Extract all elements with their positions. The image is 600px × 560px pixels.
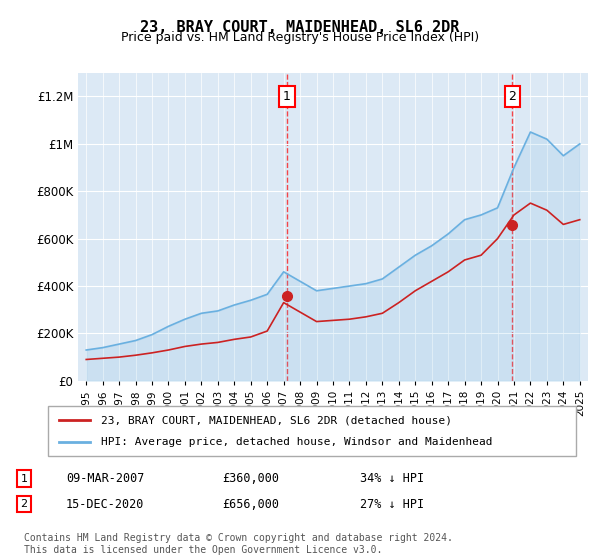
Text: 2: 2 xyxy=(20,499,28,509)
Text: 09-MAR-2007: 09-MAR-2007 xyxy=(66,472,145,486)
Text: 27% ↓ HPI: 27% ↓ HPI xyxy=(360,497,424,511)
Text: 1: 1 xyxy=(283,90,291,103)
Text: 2: 2 xyxy=(508,90,516,103)
Text: Price paid vs. HM Land Registry's House Price Index (HPI): Price paid vs. HM Land Registry's House … xyxy=(121,31,479,44)
FancyBboxPatch shape xyxy=(48,406,576,456)
Text: 15-DEC-2020: 15-DEC-2020 xyxy=(66,497,145,511)
Text: 34% ↓ HPI: 34% ↓ HPI xyxy=(360,472,424,486)
Text: 1: 1 xyxy=(20,474,28,484)
Text: HPI: Average price, detached house, Windsor and Maidenhead: HPI: Average price, detached house, Wind… xyxy=(101,437,493,447)
Text: £360,000: £360,000 xyxy=(222,472,279,486)
Text: 23, BRAY COURT, MAIDENHEAD, SL6 2DR: 23, BRAY COURT, MAIDENHEAD, SL6 2DR xyxy=(140,20,460,35)
Text: Contains HM Land Registry data © Crown copyright and database right 2024.
This d: Contains HM Land Registry data © Crown c… xyxy=(24,533,453,555)
Text: £656,000: £656,000 xyxy=(222,497,279,511)
Text: 23, BRAY COURT, MAIDENHEAD, SL6 2DR (detached house): 23, BRAY COURT, MAIDENHEAD, SL6 2DR (det… xyxy=(101,415,452,425)
